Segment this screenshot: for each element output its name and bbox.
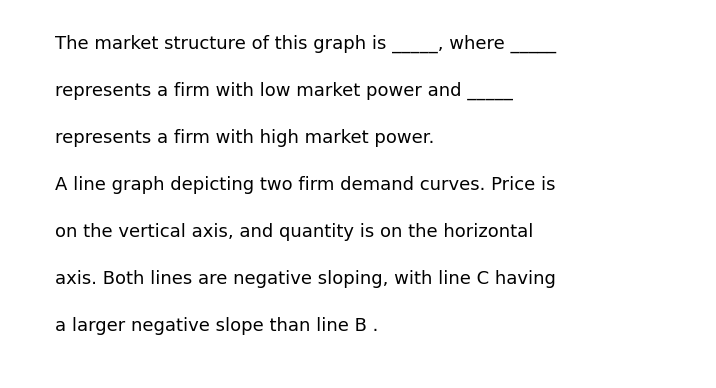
Text: represents a firm with low market power and _____: represents a firm with low market power … [55, 82, 513, 100]
Text: on the vertical axis, and quantity is on the horizontal: on the vertical axis, and quantity is on… [55, 223, 533, 241]
Text: axis. Both lines are negative sloping, with line C having: axis. Both lines are negative sloping, w… [55, 270, 556, 288]
Text: a larger negative slope than line B .: a larger negative slope than line B . [55, 317, 378, 335]
Text: represents a firm with high market power.: represents a firm with high market power… [55, 129, 435, 147]
Text: A line graph depicting two firm demand curves. Price is: A line graph depicting two firm demand c… [55, 176, 556, 194]
Text: The market structure of this graph is _____, where _____: The market structure of this graph is __… [55, 35, 556, 53]
